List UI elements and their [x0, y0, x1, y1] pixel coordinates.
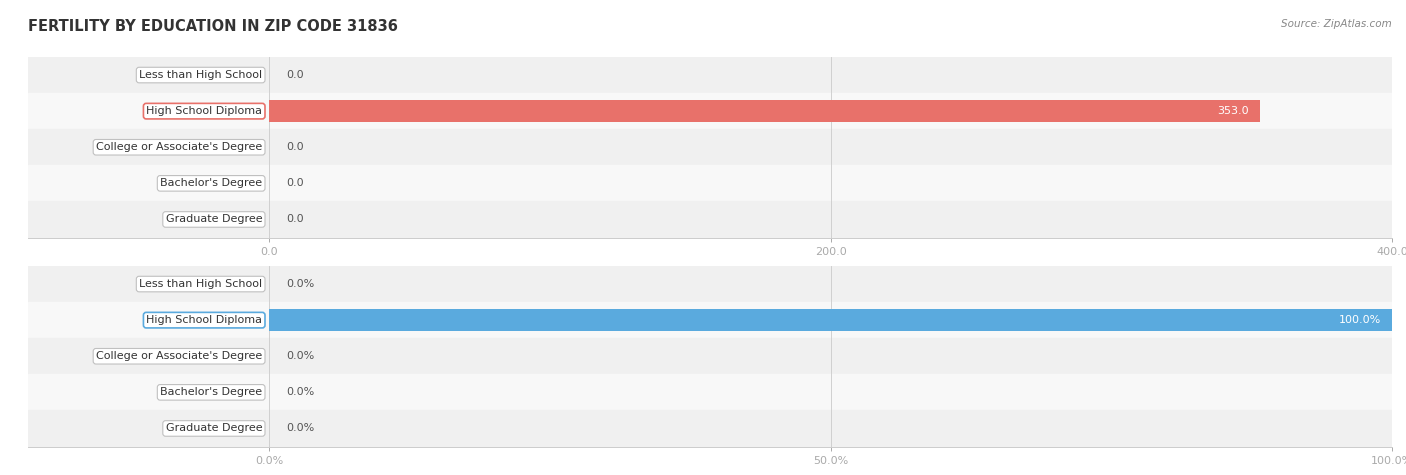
- Text: Graduate Degree: Graduate Degree: [166, 423, 262, 434]
- Text: Source: ZipAtlas.com: Source: ZipAtlas.com: [1281, 19, 1392, 29]
- Text: College or Associate's Degree: College or Associate's Degree: [96, 351, 262, 361]
- Bar: [28, 266, 1392, 302]
- Text: Bachelor's Degree: Bachelor's Degree: [160, 387, 262, 398]
- Bar: [28, 57, 1392, 93]
- Bar: [28, 374, 1392, 410]
- Text: 0.0%: 0.0%: [287, 351, 315, 361]
- Bar: [28, 165, 1392, 201]
- Text: 0.0%: 0.0%: [287, 423, 315, 434]
- Bar: [270, 100, 1260, 123]
- Text: College or Associate's Degree: College or Associate's Degree: [96, 142, 262, 152]
- Bar: [28, 129, 1392, 165]
- Text: 0.0: 0.0: [287, 214, 304, 225]
- Text: 0.0%: 0.0%: [287, 279, 315, 289]
- Bar: [28, 93, 1392, 129]
- Bar: [270, 309, 1392, 332]
- Text: 0.0: 0.0: [287, 178, 304, 189]
- Bar: [28, 302, 1392, 338]
- Bar: [28, 338, 1392, 374]
- Text: Less than High School: Less than High School: [139, 70, 262, 80]
- Bar: [28, 410, 1392, 446]
- Text: High School Diploma: High School Diploma: [146, 315, 262, 325]
- Text: Bachelor's Degree: Bachelor's Degree: [160, 178, 262, 189]
- Text: Graduate Degree: Graduate Degree: [166, 214, 262, 225]
- Bar: [28, 201, 1392, 238]
- Text: 100.0%: 100.0%: [1339, 315, 1381, 325]
- Text: 0.0: 0.0: [287, 142, 304, 152]
- Text: 0.0: 0.0: [287, 70, 304, 80]
- Text: 0.0%: 0.0%: [287, 387, 315, 398]
- Text: FERTILITY BY EDUCATION IN ZIP CODE 31836: FERTILITY BY EDUCATION IN ZIP CODE 31836: [28, 19, 398, 34]
- Text: High School Diploma: High School Diploma: [146, 106, 262, 116]
- Text: Less than High School: Less than High School: [139, 279, 262, 289]
- Text: 353.0: 353.0: [1218, 106, 1249, 116]
